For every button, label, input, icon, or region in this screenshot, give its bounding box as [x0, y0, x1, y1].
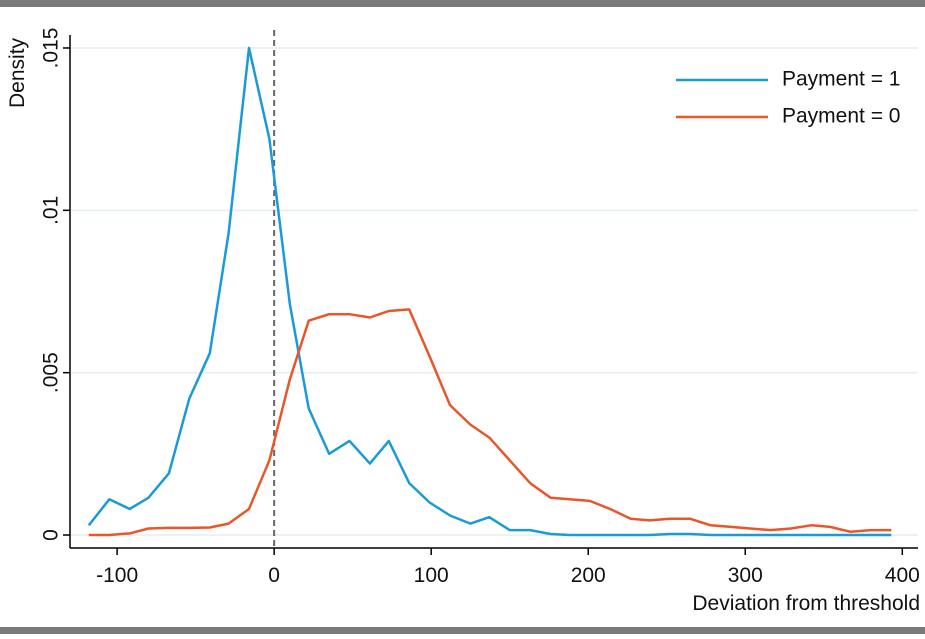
legend-label: Payment = 1	[782, 68, 900, 91]
y-tick-label: .01	[40, 196, 63, 225]
x-tick-label: 0	[268, 564, 280, 587]
line-series	[87, 46, 892, 537]
line-series	[88, 308, 892, 537]
y-tick-label: .015	[40, 28, 63, 69]
legend-label: Payment = 0	[782, 105, 900, 128]
top-band	[0, 0, 925, 7]
y-tick-label: .005	[40, 352, 63, 393]
x-tick-label: 100	[414, 564, 449, 587]
y-tick-label: 0	[40, 529, 63, 541]
x-tick-label: 300	[728, 564, 763, 587]
x-tick-label: 400	[885, 564, 920, 587]
x-tick-label: 200	[571, 564, 606, 587]
y-axis-label: Density	[6, 37, 29, 108]
bottom-band	[0, 627, 925, 634]
x-axis-label: Deviation from threshold	[692, 592, 920, 615]
x-tick-label: -100	[96, 564, 138, 587]
